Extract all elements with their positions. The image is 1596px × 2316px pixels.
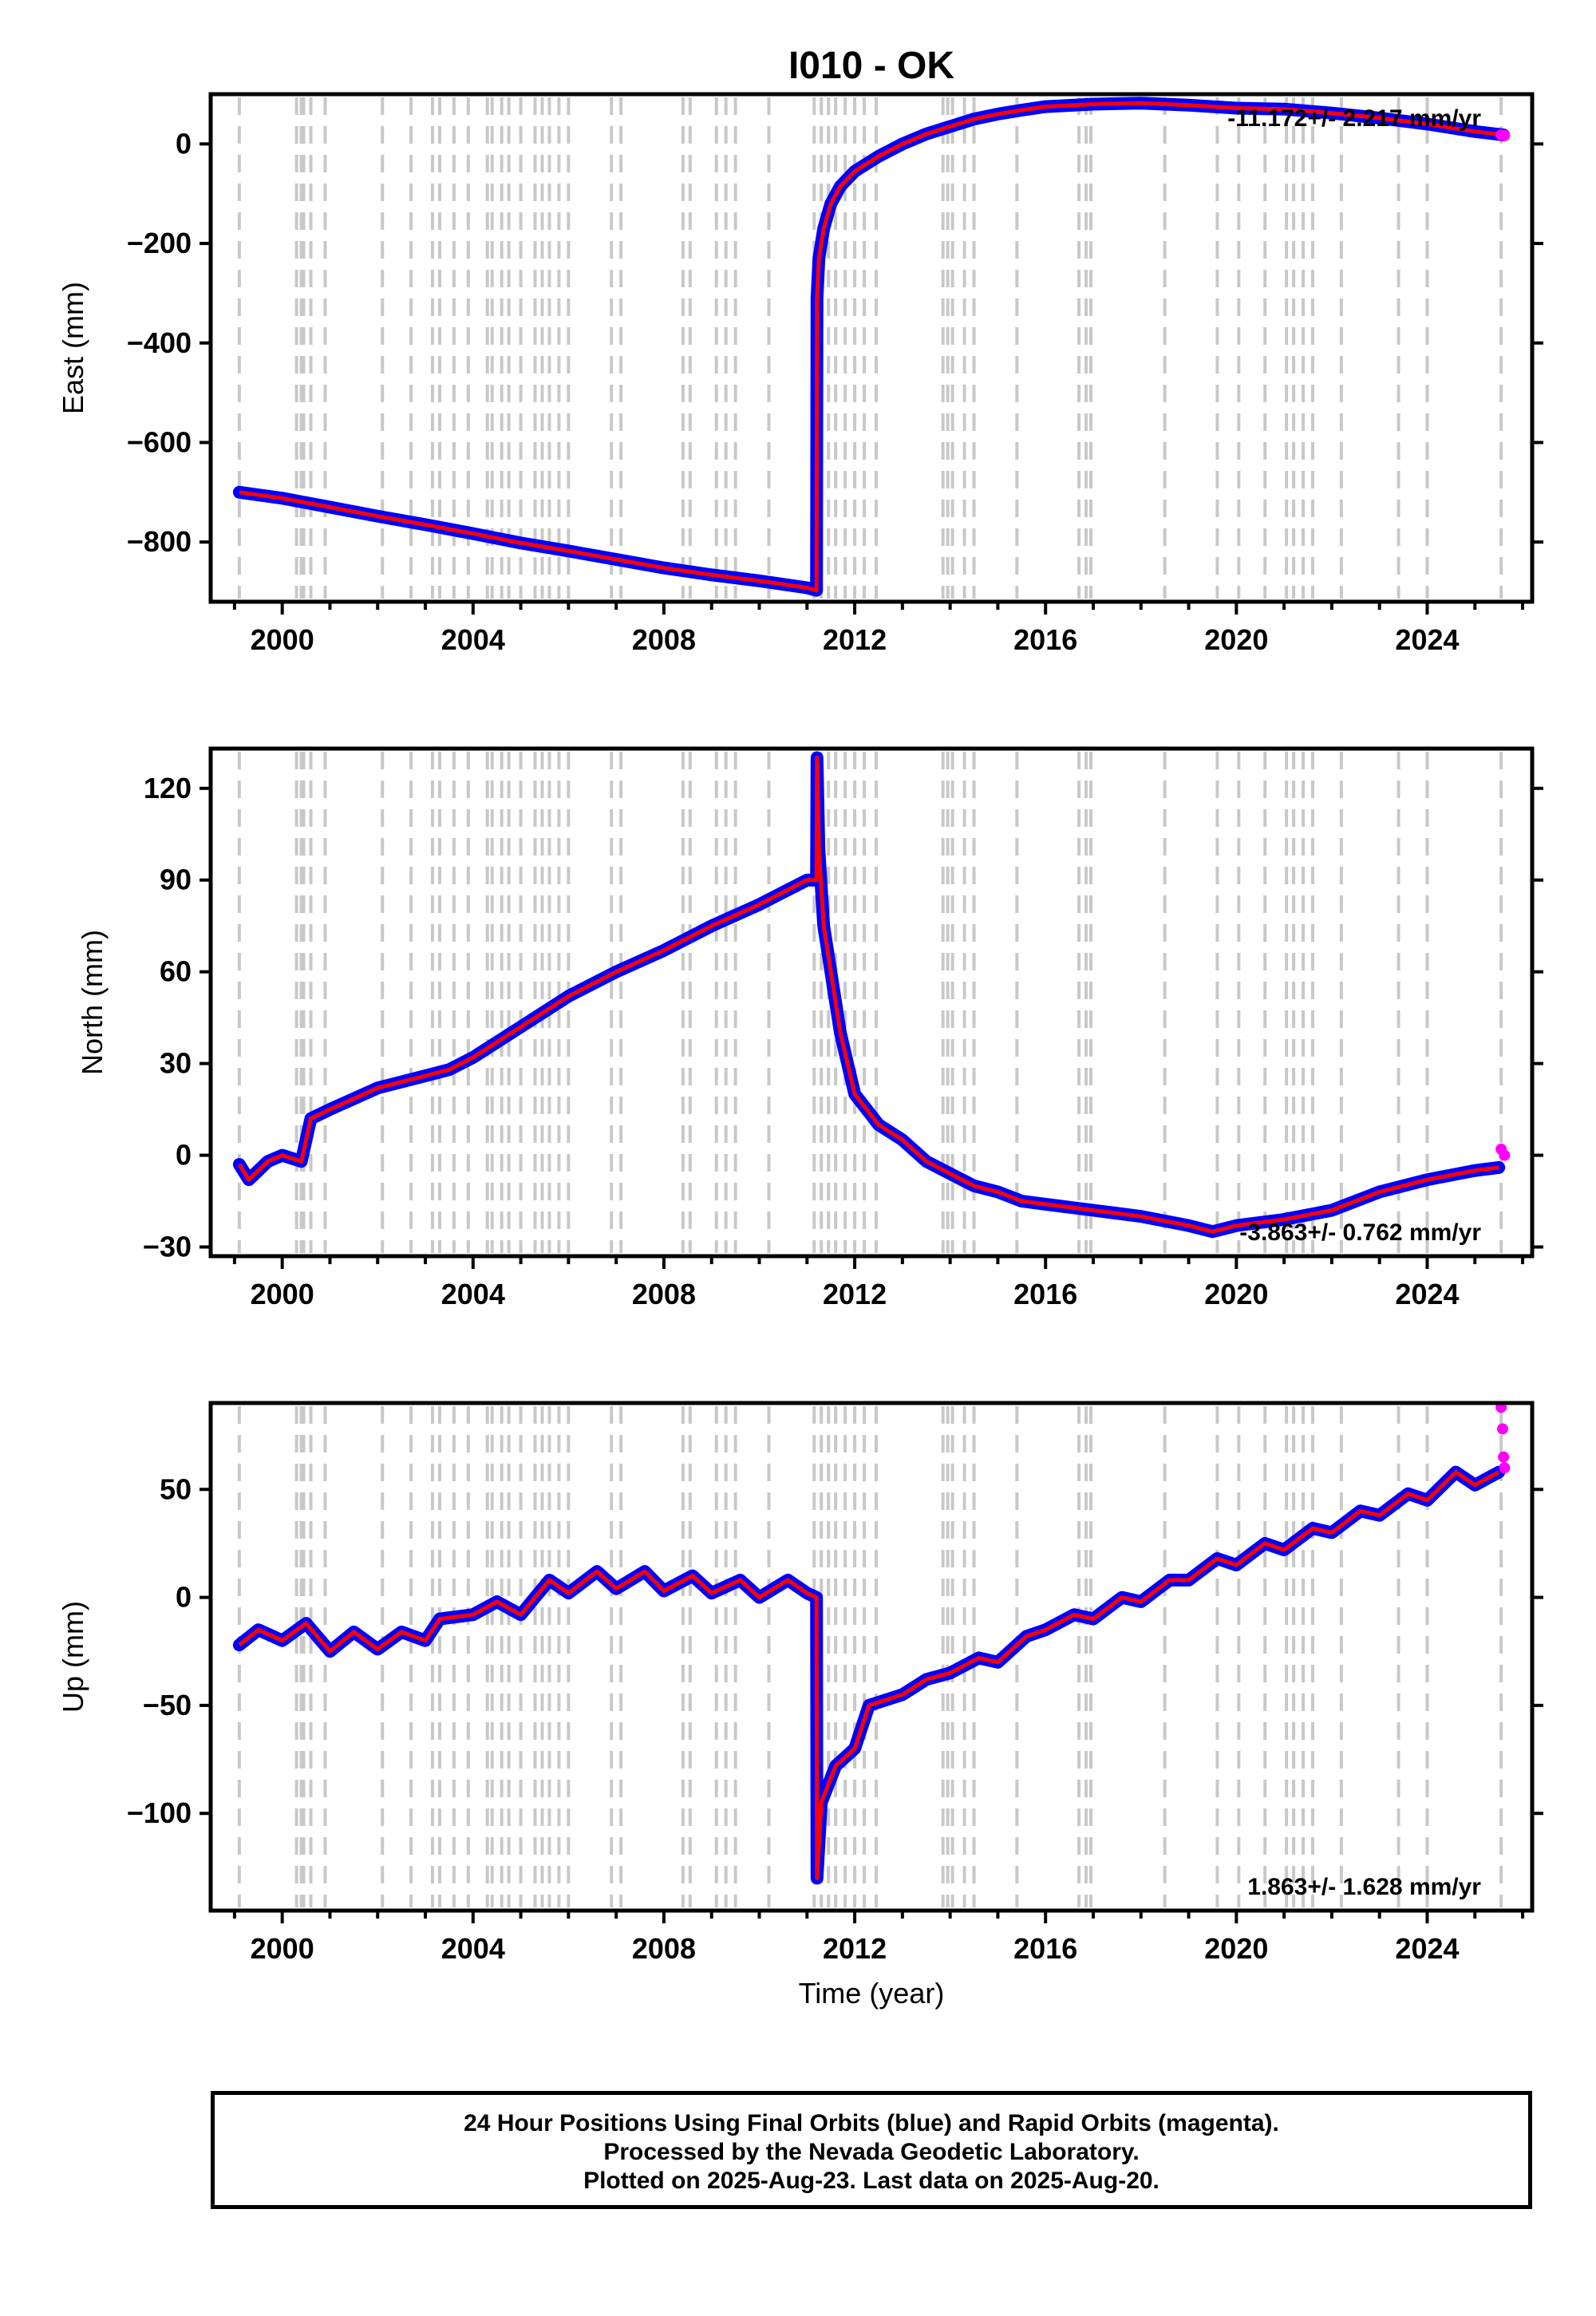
y-tick-label: −400 (127, 326, 192, 359)
x-tick-label: 2020 (1204, 623, 1268, 656)
panel-2: 120 90 60 30 0 −30 2000 2004 2008 2012 2016 2020 202… (76, 746, 1543, 1310)
panel-frame (208, 1401, 1535, 1913)
x-tick-label: 2008 (632, 623, 696, 656)
series-group (232, 1403, 1511, 1885)
x-tick-label: 2024 (1395, 1932, 1459, 1965)
y-tick-label: 30 (160, 1047, 192, 1080)
series-group (232, 97, 1511, 597)
x-tick-label: 2016 (1013, 623, 1077, 656)
x-axis-label: Time (year) (799, 1977, 945, 2010)
y-tick-label: 60 (160, 955, 192, 988)
panel-1: 0 −200 −400 −600 −800 2000 2004 2008 2012 2016 202… (57, 92, 1543, 656)
x-tick-label: 2004 (441, 1932, 505, 1965)
footer-box: 24 Hour Positions Using Final Orbits (bl… (211, 2091, 1532, 2209)
rate-annotation: -11.172+/- 2.217 mm/yr (1227, 105, 1481, 132)
y-tick-label: −30 (143, 1231, 192, 1263)
y-tick-label: 0 (176, 1139, 192, 1172)
series-points-band (232, 751, 1506, 1239)
x-tick-label: 2000 (251, 623, 314, 656)
model-fit-line (238, 1470, 1500, 1880)
series-points-band (232, 1465, 1506, 1885)
y-tick-label: 50 (160, 1472, 192, 1505)
rapid-orbit-point (1499, 1149, 1511, 1161)
y-axis-label: North (mm) (76, 930, 109, 1075)
rapid-orbit-point (1499, 129, 1511, 141)
y-tick-label: 90 (160, 864, 192, 896)
y-axis-label: Up (mm) (57, 1601, 89, 1713)
x-tick-label: 2016 (1013, 1932, 1077, 1965)
x-tick-label: 2000 (251, 1932, 314, 1965)
rapid-orbit-point (1495, 1403, 1507, 1413)
model-fit-line (237, 756, 1499, 1234)
y-tick-label: 0 (176, 1581, 192, 1614)
x-tick-label: 2004 (441, 623, 505, 656)
y-tick-label: 0 (176, 127, 192, 160)
rapid-orbit-point (1496, 1423, 1508, 1435)
panel-frame (208, 746, 1535, 1259)
x-tick-label: 2004 (441, 1278, 505, 1310)
x-tick-label: 2020 (1204, 1932, 1268, 1965)
y-tick-label: −50 (143, 1689, 192, 1721)
panel-frame (208, 92, 1535, 604)
y-tick-label: 120 (144, 772, 192, 804)
footer-line-1: 24 Hour Positions Using Final Orbits (bl… (464, 2110, 1279, 2136)
x-tick-label: 2016 (1013, 1278, 1077, 1310)
x-tick-label: 2012 (823, 1932, 887, 1965)
footer-line-2: Processed by the Nevada Geodetic Laborat… (603, 2139, 1140, 2165)
chart-title: I010 - OK (788, 45, 954, 87)
model-fit-line (239, 101, 1504, 593)
x-tick-label: 2012 (823, 1278, 887, 1310)
x-tick-label: 2008 (632, 1932, 696, 1965)
x-tick-label: 2024 (1395, 1278, 1459, 1310)
footer-line-3: Plotted on 2025-Aug-23. Last data on 202… (583, 2168, 1159, 2194)
panel-3: 50 0 −50 −100 2000 2004 2008 2012 2016 2020 2024 Up… (57, 1401, 1543, 1965)
rate-annotation: 1.863+/- 1.628 mm/yr (1247, 1874, 1481, 1900)
y-tick-label: −200 (127, 227, 192, 259)
y-axis-label: East (mm) (57, 282, 89, 414)
x-tick-label: 2008 (632, 1278, 696, 1310)
panels: 0 −200 −400 −600 −800 2000 2004 2008 2012 2016 202… (57, 92, 1543, 1965)
x-tick-label: 2020 (1204, 1278, 1268, 1310)
x-tick-label: 2024 (1395, 623, 1459, 656)
y-tick-label: −100 (127, 1796, 192, 1829)
series-group (232, 751, 1511, 1239)
rapid-orbit-point (1498, 1451, 1510, 1463)
y-tick-label: −600 (127, 425, 192, 458)
y-tick-label: −800 (127, 525, 192, 558)
rapid-orbit-point (1499, 1462, 1511, 1474)
rate-annotation: -3.863+/- 0.762 mm/yr (1239, 1219, 1481, 1246)
x-tick-label: 2000 (251, 1278, 314, 1310)
x-tick-label: 2012 (823, 623, 887, 656)
series-points-band (232, 97, 1511, 597)
